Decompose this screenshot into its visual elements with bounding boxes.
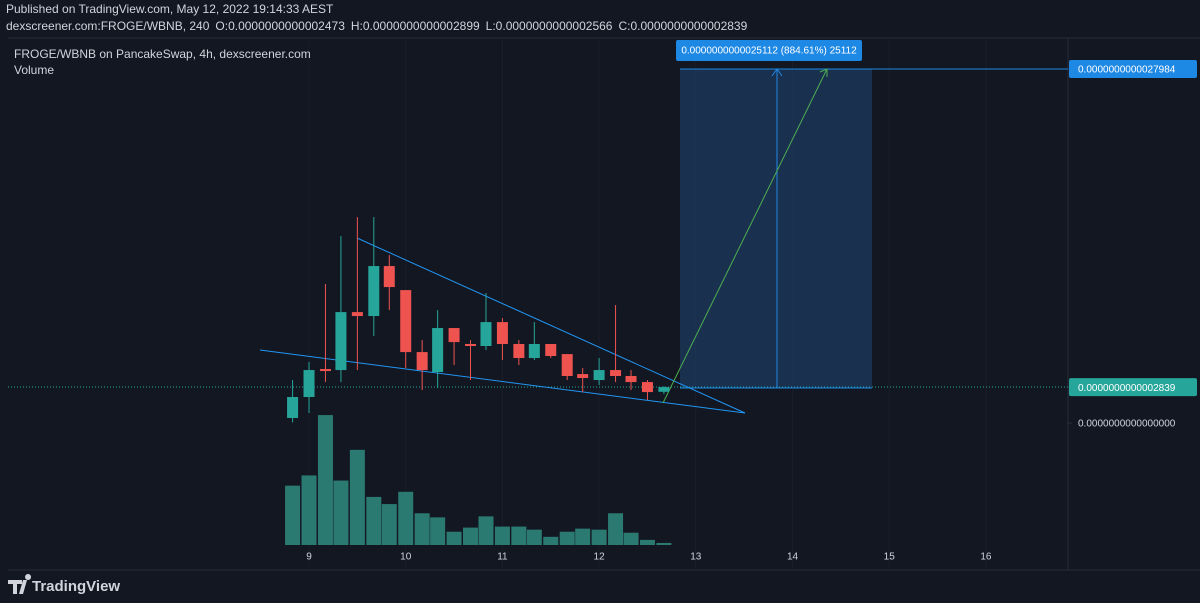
ohlc-value: L:0.0000000000002566 bbox=[486, 19, 613, 33]
y-tick-label: 0.0000000000002839 bbox=[1078, 383, 1176, 394]
volume-bar bbox=[285, 485, 301, 545]
candle-body bbox=[432, 328, 444, 373]
x-tick-label: 10 bbox=[400, 552, 412, 563]
brand: TradingView bbox=[32, 578, 120, 595]
volume-bar bbox=[526, 529, 542, 545]
volume-bar bbox=[366, 496, 382, 545]
candle-body bbox=[368, 266, 380, 317]
candle-body bbox=[303, 370, 315, 397]
volume-bar bbox=[494, 526, 510, 545]
position-label: 0.0000000000025112 (884.61%) 25112 bbox=[681, 46, 857, 57]
symbol-line: dexscreener.com:FROGE/WBNB, 240 O:0.0000… bbox=[6, 19, 748, 33]
candle-body bbox=[496, 322, 508, 344]
volume-bar bbox=[639, 539, 655, 545]
candle-body bbox=[593, 370, 605, 381]
published-line: Published on TradingView.com, May 12, 20… bbox=[6, 2, 334, 16]
volume-bar bbox=[381, 504, 397, 545]
volume-bar bbox=[463, 527, 479, 545]
volume-bar bbox=[349, 449, 365, 545]
symbol: dexscreener.com:FROGE/WBNB, 240 bbox=[6, 19, 210, 33]
position-box bbox=[680, 69, 872, 388]
candle-body bbox=[319, 369, 331, 372]
candle-body bbox=[658, 387, 670, 392]
candle-body bbox=[561, 354, 573, 376]
candle-body bbox=[465, 343, 477, 347]
projection-arrow bbox=[662, 68, 828, 404]
trend-line-upper bbox=[356, 237, 746, 414]
volume-bar bbox=[301, 475, 317, 545]
volume-bar bbox=[317, 415, 333, 545]
candle-body bbox=[448, 328, 460, 343]
y-tick-badge bbox=[1069, 378, 1197, 397]
candle-body bbox=[383, 266, 395, 288]
chart-title: FROGE/WBNB on PancakeSwap, 4h, dexscreen… bbox=[14, 47, 311, 61]
x-tick-label: 12 bbox=[594, 552, 606, 563]
candle-body bbox=[287, 396, 299, 418]
x-tick-label: 13 bbox=[690, 552, 702, 563]
measure-arrow bbox=[771, 68, 783, 77]
position-label-bg bbox=[676, 40, 862, 61]
x-tick-label: 16 bbox=[980, 552, 992, 563]
projection-arrowhead bbox=[819, 68, 828, 77]
volume-bar bbox=[575, 528, 591, 545]
ohlc-value: H:0.0000000000002899 bbox=[351, 19, 480, 33]
volume-bar bbox=[623, 532, 639, 545]
logo-icon bbox=[8, 574, 32, 594]
volume-bar bbox=[559, 531, 575, 545]
volume-bar bbox=[414, 513, 430, 545]
x-tick-label: 9 bbox=[306, 552, 312, 563]
x-tick-label: 11 bbox=[497, 552, 508, 563]
candle-body bbox=[513, 343, 525, 359]
volume-bar bbox=[656, 542, 672, 545]
x-tick-label: 15 bbox=[884, 552, 896, 563]
volume-bar bbox=[398, 491, 414, 545]
candle-body bbox=[480, 322, 492, 347]
candle-body bbox=[528, 343, 540, 359]
x-tick-label: 14 bbox=[787, 552, 799, 563]
candle-body bbox=[610, 370, 622, 376]
volume-bar bbox=[446, 531, 462, 545]
candle-body bbox=[545, 343, 557, 357]
y-tick-label: 0.0000000000027984 bbox=[1078, 65, 1176, 76]
volume-label: Volume bbox=[14, 63, 54, 77]
plot bbox=[285, 217, 672, 545]
candle-body bbox=[641, 382, 653, 393]
volume-bar bbox=[333, 480, 349, 545]
volume-bar bbox=[591, 529, 607, 545]
candle-body bbox=[351, 312, 363, 317]
candle-body bbox=[416, 352, 428, 371]
volume-bar bbox=[430, 517, 446, 545]
volume-bar bbox=[511, 526, 527, 545]
ohlc-value: C:0.0000000000002839 bbox=[618, 19, 747, 33]
candle-body bbox=[335, 312, 347, 371]
candle-body bbox=[577, 374, 589, 379]
candle-body bbox=[625, 375, 637, 383]
volume-bar bbox=[543, 536, 559, 545]
y-tick-label: 0.0000000000000000 bbox=[1078, 419, 1176, 430]
volume-bar bbox=[478, 516, 494, 545]
ohlc-value: O:0.0000000000002473 bbox=[215, 19, 345, 33]
y-tick-badge bbox=[1069, 60, 1197, 79]
candle-body bbox=[400, 290, 412, 353]
volume-bar bbox=[608, 513, 624, 545]
